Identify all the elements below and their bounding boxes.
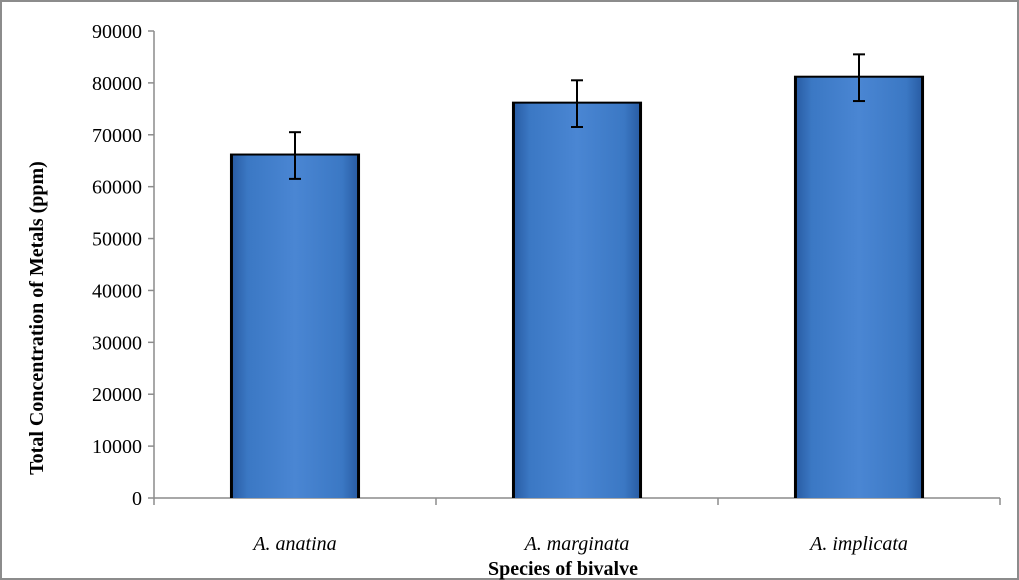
y-tick-label: 20000 bbox=[92, 384, 142, 406]
y-tick-label: 10000 bbox=[92, 436, 142, 458]
y-axis-title: Total Concentration of Metals (ppm) bbox=[26, 161, 48, 475]
x-tick-label: A. anatina bbox=[251, 533, 336, 555]
bar bbox=[796, 77, 922, 498]
bar bbox=[232, 155, 358, 499]
y-tick-label: 30000 bbox=[92, 332, 142, 354]
y-tick-label: 90000 bbox=[92, 21, 142, 43]
y-tick-label: 80000 bbox=[92, 73, 142, 95]
x-axis-title: Species of bivalve bbox=[488, 558, 638, 580]
plot-area: 0 10000 20000 30000 40000 50000 60000 70000 8000… bbox=[92, 21, 1001, 555]
x-tick-label: A. implicata bbox=[808, 533, 908, 555]
y-tick-label: 50000 bbox=[92, 229, 142, 251]
y-tick-label: 0 bbox=[132, 488, 142, 510]
x-tick-label: A. marginata bbox=[523, 533, 630, 555]
y-tick-label: 70000 bbox=[92, 125, 142, 147]
y-tick-label: 40000 bbox=[92, 280, 142, 302]
bar bbox=[514, 103, 640, 499]
y-tick-label: 60000 bbox=[92, 177, 142, 199]
